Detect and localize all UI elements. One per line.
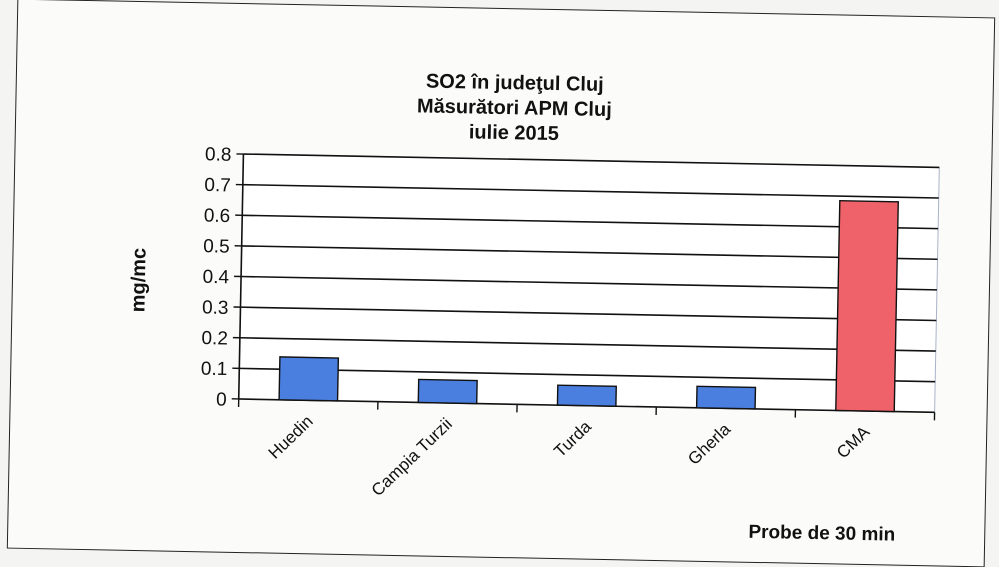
- grid-line: [239, 367, 936, 383]
- x-category-label: Campia Turzii: [368, 414, 456, 500]
- y-axis-line: [237, 154, 245, 400]
- grid-line: [241, 245, 938, 261]
- bar-gherla: [695, 385, 757, 410]
- y-tick-label: 0.8: [205, 144, 232, 166]
- y-axis-title: mg/mc: [127, 248, 150, 313]
- chart-title-line-1: SO2 în judeţul Cluj: [426, 71, 604, 96]
- y-tick-label: 0: [216, 390, 227, 411]
- y-tick-label: 0.7: [204, 175, 231, 197]
- x-category-label: CMA: [833, 422, 874, 462]
- grid-line: [241, 275, 937, 291]
- bar-chart: SO2 în judeţul Cluj Măsurători APM Cluj …: [127, 71, 940, 546]
- x-axis-title: Probe de 30 min: [748, 522, 895, 546]
- chart-frame: SO2 în judeţul Cluj Măsurători APM Cluj …: [6, 0, 996, 567]
- chart-title-line-2: Măsurători APM Cluj: [417, 95, 612, 121]
- grid-line: [239, 336, 936, 352]
- y-tick-label: 0.1: [201, 359, 228, 381]
- y-tick-label: 0.3: [202, 297, 229, 319]
- x-category-label: Turda: [550, 417, 595, 461]
- x-category-label: Huedin: [265, 412, 317, 463]
- y-tick-label: 0.4: [202, 267, 229, 289]
- y-tick-label: 0.6: [204, 206, 231, 228]
- grid-line: [243, 153, 940, 169]
- y-tick-label: 0.5: [203, 236, 230, 258]
- x-category-label: Gherla: [684, 419, 734, 468]
- plot-area: 0 0.1 0.2 0.3 0.4 0.5 0.6 0.7 0.8 Huedin Campia Tu…: [201, 144, 940, 500]
- grid-line: [240, 306, 937, 322]
- bar-campia-turzii: [417, 378, 478, 405]
- bar-huedin: [278, 356, 340, 402]
- y-tick-label: 0.2: [201, 328, 228, 350]
- grid-line: [242, 183, 939, 199]
- bar-cma: [835, 199, 899, 413]
- grid-line: [242, 214, 939, 230]
- bar-turda: [556, 384, 617, 407]
- chart-title-line-3: iulie 2015: [469, 121, 559, 145]
